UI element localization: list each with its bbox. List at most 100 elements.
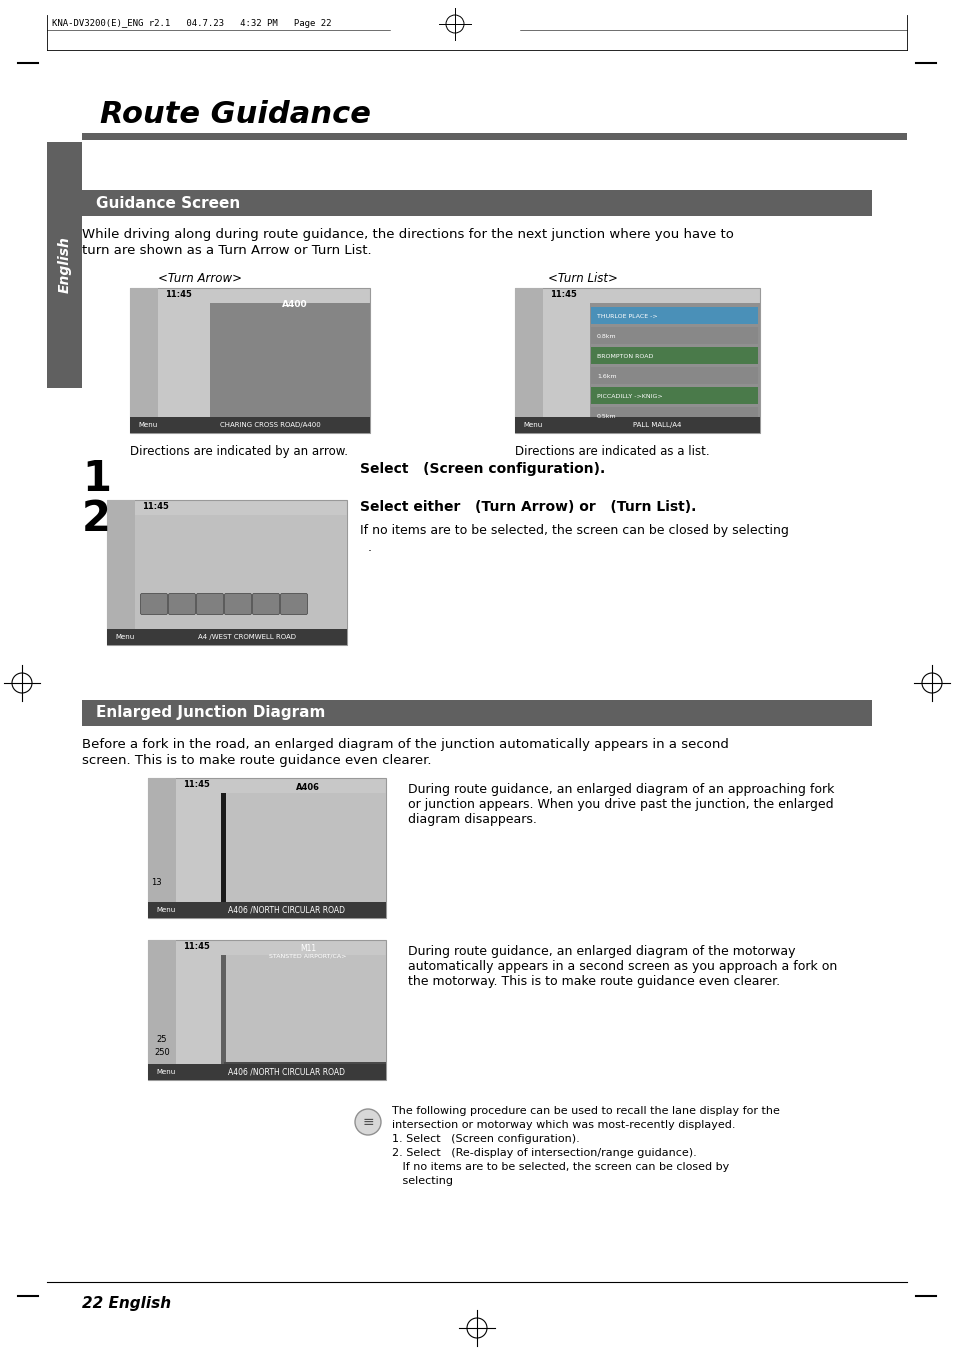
- Text: M11: M11: [299, 944, 315, 952]
- Circle shape: [355, 1109, 380, 1135]
- Text: A400: A400: [282, 300, 308, 309]
- Bar: [82, 132, 906, 141]
- Text: Menu: Menu: [138, 422, 157, 428]
- Text: 11:45: 11:45: [183, 780, 210, 789]
- Bar: [590, 347, 758, 363]
- Text: CHARING CROSS ROAD/A400: CHARING CROSS ROAD/A400: [219, 422, 320, 428]
- Text: or junction appears. When you drive past the junction, the enlarged: or junction appears. When you drive past…: [408, 798, 833, 811]
- Text: Before a fork in the road, an enlarged diagram of the junction automatically app: Before a fork in the road, an enlarged d…: [82, 738, 728, 751]
- Text: automatically appears in a second screen as you approach a fork on: automatically appears in a second screen…: [408, 961, 837, 973]
- Bar: [224, 1062, 386, 1079]
- Bar: [148, 778, 175, 917]
- Bar: [590, 386, 758, 404]
- Text: Directions are indicated as a list.: Directions are indicated as a list.: [515, 444, 709, 458]
- Bar: [515, 417, 760, 434]
- Text: If no items are to be selected, the screen can be closed by selecting: If no items are to be selected, the scre…: [359, 524, 788, 536]
- Text: 22 English: 22 English: [82, 1296, 171, 1310]
- FancyBboxPatch shape: [196, 593, 223, 615]
- Bar: [221, 955, 226, 1079]
- Bar: [130, 417, 370, 434]
- Bar: [589, 303, 760, 434]
- FancyBboxPatch shape: [224, 593, 252, 615]
- Text: Select   (Screen configuration).: Select (Screen configuration).: [359, 462, 604, 476]
- Bar: [148, 940, 175, 1079]
- Text: 13: 13: [151, 878, 161, 888]
- Bar: [223, 793, 386, 917]
- Text: 2: 2: [82, 499, 111, 540]
- Text: Menu: Menu: [522, 422, 541, 428]
- Text: English: English: [57, 236, 71, 293]
- Text: If no items are to be selected, the screen can be closed by: If no items are to be selected, the scre…: [392, 1162, 728, 1173]
- Text: PICCADILLY ->KNIG>: PICCADILLY ->KNIG>: [597, 393, 662, 399]
- Text: 11:45: 11:45: [550, 290, 577, 299]
- Text: selecting: selecting: [392, 1175, 459, 1186]
- Text: During route guidance, an enlarged diagram of the motorway: During route guidance, an enlarged diagr…: [408, 944, 795, 958]
- Bar: [590, 407, 758, 424]
- Bar: [107, 500, 135, 644]
- Text: KNA-DV3200(E)_ENG r2.1   04.7.23   4:32 PM   Page 22: KNA-DV3200(E)_ENG r2.1 04.7.23 4:32 PM P…: [52, 19, 331, 28]
- Text: Menu: Menu: [156, 1069, 175, 1075]
- Bar: [590, 367, 758, 384]
- Text: 1. Select   (Screen configuration).: 1. Select (Screen configuration).: [392, 1133, 579, 1144]
- FancyBboxPatch shape: [253, 593, 279, 615]
- Text: Enlarged Junction Diagram: Enlarged Junction Diagram: [96, 705, 325, 720]
- FancyBboxPatch shape: [140, 593, 168, 615]
- Text: 1.6km: 1.6km: [597, 373, 616, 378]
- Text: the motorway. This is to make route guidance even clearer.: the motorway. This is to make route guid…: [408, 975, 780, 988]
- Text: 11:45: 11:45: [183, 942, 210, 951]
- Text: Route Guidance: Route Guidance: [100, 100, 371, 128]
- Text: 0.5km: 0.5km: [597, 413, 616, 419]
- Text: The following procedure can be used to recall the lane display for the: The following procedure can be used to r…: [392, 1106, 779, 1116]
- FancyBboxPatch shape: [169, 593, 195, 615]
- Bar: [221, 793, 226, 917]
- Bar: [515, 288, 542, 434]
- Bar: [148, 902, 386, 917]
- Text: .: .: [359, 540, 372, 554]
- Text: 11:45: 11:45: [165, 290, 192, 299]
- Text: 11:45: 11:45: [142, 503, 169, 511]
- Text: diagram disappears.: diagram disappears.: [408, 813, 537, 825]
- Bar: [515, 288, 760, 434]
- Text: Menu: Menu: [156, 907, 175, 913]
- Bar: [210, 303, 370, 434]
- Text: Menu: Menu: [115, 634, 134, 640]
- Bar: [590, 327, 758, 345]
- Text: Select either   (Turn Arrow) or   (Turn List).: Select either (Turn Arrow) or (Turn List…: [359, 500, 696, 513]
- Text: PALL MALL/A4: PALL MALL/A4: [633, 422, 681, 428]
- Text: turn are shown as a Turn Arrow or Turn List.: turn are shown as a Turn Arrow or Turn L…: [82, 245, 372, 257]
- Text: <Turn Arrow>: <Turn Arrow>: [158, 272, 242, 285]
- Bar: [107, 630, 347, 644]
- Bar: [135, 515, 347, 644]
- Text: During route guidance, an enlarged diagram of an approaching fork: During route guidance, an enlarged diagr…: [408, 784, 834, 796]
- Text: A406 /NORTH CIRCULAR ROAD: A406 /NORTH CIRCULAR ROAD: [229, 1067, 345, 1077]
- Text: 0.8km: 0.8km: [597, 334, 616, 339]
- Text: <Turn List>: <Turn List>: [547, 272, 618, 285]
- Text: Directions are indicated by an arrow.: Directions are indicated by an arrow.: [130, 444, 348, 458]
- Text: 25: 25: [156, 1035, 167, 1044]
- Bar: [148, 778, 386, 917]
- Text: BROMPTON ROAD: BROMPTON ROAD: [597, 354, 653, 358]
- Text: A4 /WEST CROMWELL ROAD: A4 /WEST CROMWELL ROAD: [198, 634, 295, 640]
- Text: A406: A406: [295, 784, 319, 792]
- Bar: [148, 940, 386, 1079]
- Text: screen. This is to make route guidance even clearer.: screen. This is to make route guidance e…: [82, 754, 431, 767]
- Bar: [107, 500, 347, 644]
- Text: A406 /NORTH CIRCULAR ROAD: A406 /NORTH CIRCULAR ROAD: [229, 905, 345, 915]
- Bar: [47, 142, 82, 388]
- Bar: [82, 190, 871, 216]
- Text: While driving along during route guidance, the directions for the next junction : While driving along during route guidanc…: [82, 228, 733, 240]
- Bar: [590, 307, 758, 324]
- Text: Guidance Screen: Guidance Screen: [96, 196, 240, 211]
- Bar: [148, 1065, 386, 1079]
- FancyBboxPatch shape: [280, 593, 307, 615]
- Bar: [82, 700, 871, 725]
- Text: STANSTED AIRPORT/CA>: STANSTED AIRPORT/CA>: [269, 952, 346, 958]
- Bar: [130, 288, 370, 434]
- Text: 250: 250: [154, 1048, 170, 1056]
- Text: THURLOE PLACE ->: THURLOE PLACE ->: [597, 313, 657, 319]
- Text: ≡: ≡: [362, 1115, 374, 1129]
- Text: 2. Select   (Re-display of intersection/range guidance).: 2. Select (Re-display of intersection/ra…: [392, 1148, 696, 1158]
- Bar: [223, 955, 386, 1079]
- Text: 1: 1: [82, 458, 111, 500]
- Text: intersection or motorway which was most-recently displayed.: intersection or motorway which was most-…: [392, 1120, 735, 1129]
